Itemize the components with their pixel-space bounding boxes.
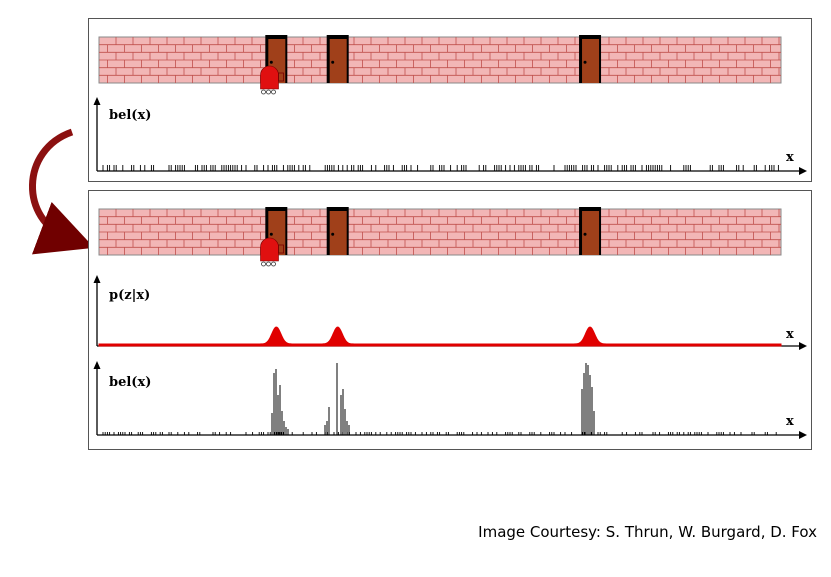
door: [329, 211, 347, 255]
transition-arrow-path: [29, 128, 90, 255]
posterior-panel: p(z|x) x bel(x) x: [88, 190, 812, 450]
sensor-y-label: p(z|x): [109, 288, 150, 303]
transition-arrow: [29, 128, 90, 255]
door-knob: [331, 232, 335, 236]
prior-belief-panel: bel(x) x: [88, 18, 812, 182]
posterior-belief-samples: [102, 363, 777, 435]
door-knob: [269, 60, 273, 64]
door-knob: [331, 60, 335, 64]
door-knob: [583, 232, 587, 236]
corridor-wall: [98, 35, 782, 95]
x-axis-arrow: [799, 342, 807, 350]
belief-axis: [93, 97, 807, 175]
posterior-svg: p(z|x) x bel(x) x: [93, 207, 807, 439]
uniform-belief-samples: [102, 165, 779, 171]
door-knob: [583, 60, 587, 64]
corridor-wall: [98, 207, 782, 267]
robot-wheel: [266, 261, 271, 267]
y-axis-arrow: [93, 361, 101, 369]
posterior-belief-axis: [93, 361, 807, 439]
belief-y-label: bel(x): [109, 108, 151, 123]
robot-wheel: [261, 89, 266, 95]
belief-x-label: x: [786, 150, 794, 165]
x-axis-arrow: [799, 431, 807, 439]
image-credit: Image Courtesy: S. Thrun, W. Burgard, D.…: [478, 523, 817, 541]
robot-sensor: [278, 244, 284, 254]
door: [582, 39, 600, 83]
y-axis-arrow: [93, 97, 101, 105]
sensor-likelihood-curve: [98, 326, 782, 347]
robot: [260, 65, 284, 95]
y-axis-arrow: [93, 275, 101, 283]
robot-body: [260, 65, 279, 90]
prior-belief-svg: bel(x) x: [93, 35, 807, 175]
robot-body: [260, 237, 279, 262]
robot: [260, 237, 284, 267]
x-axis-arrow: [799, 167, 807, 175]
sensor-x-label: x: [786, 327, 794, 342]
robot-sensor: [278, 72, 284, 82]
posterior-y-label: bel(x): [109, 375, 151, 390]
door: [582, 211, 600, 255]
robot-wheel: [261, 261, 266, 267]
robot-wheel: [266, 89, 271, 95]
robot-wheel: [271, 89, 276, 95]
door-knob: [269, 232, 273, 236]
door: [329, 39, 347, 83]
robot-wheel: [271, 261, 276, 267]
sensor-axis: [93, 275, 807, 350]
posterior-x-label: x: [786, 414, 794, 429]
